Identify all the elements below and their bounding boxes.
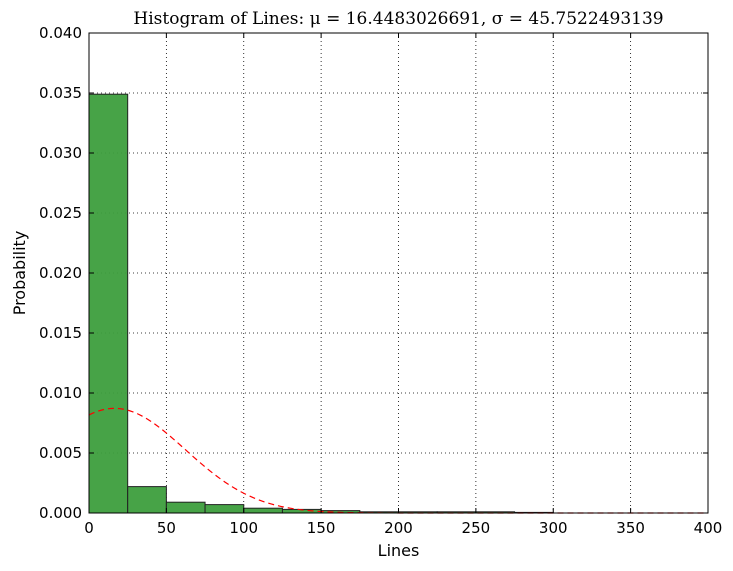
y-tick-label: 0.040 [39,24,82,42]
x-tick-label: 200 [384,519,413,537]
y-axis-label: Probability [10,231,29,316]
histogram-bar [88,93,129,514]
x-tick-label: 150 [307,519,336,537]
y-tick-label: 0.020 [39,264,82,282]
x-axis-label: Lines [378,541,420,560]
y-tick-label: 0.015 [39,324,82,342]
chart-title: Histogram of Lines: μ = 16.4483026691, σ… [133,9,663,29]
x-tick-label: 350 [616,519,645,537]
y-tick-label: 0.025 [39,204,82,222]
y-tick-label: 0.005 [39,444,82,462]
histogram-bar [127,486,167,514]
x-tick-label: 100 [229,519,258,537]
y-tick-label: 0.000 [39,504,82,522]
histogram-bar [243,507,283,514]
y-tick-label: 0.030 [39,144,82,162]
x-tick-labels: 0 50 100 150 200 250 300 350 400 [84,519,722,537]
x-tick-label: 0 [84,519,94,537]
x-tick-label: 250 [462,519,491,537]
y-tick-label: 0.035 [39,84,82,102]
y-tick-labels: 0.000 0.005 0.010 0.015 0.020 0.025 0.030 0.035… [39,24,82,522]
histogram-bar [165,501,206,514]
grid-lines [88,32,709,514]
y-tick-label: 0.010 [39,384,82,402]
x-tick-label: 50 [157,519,176,537]
axis-ticks [88,32,709,514]
x-tick-label: 300 [539,519,568,537]
x-tick-label: 400 [694,519,723,537]
histogram-bar [204,504,245,514]
